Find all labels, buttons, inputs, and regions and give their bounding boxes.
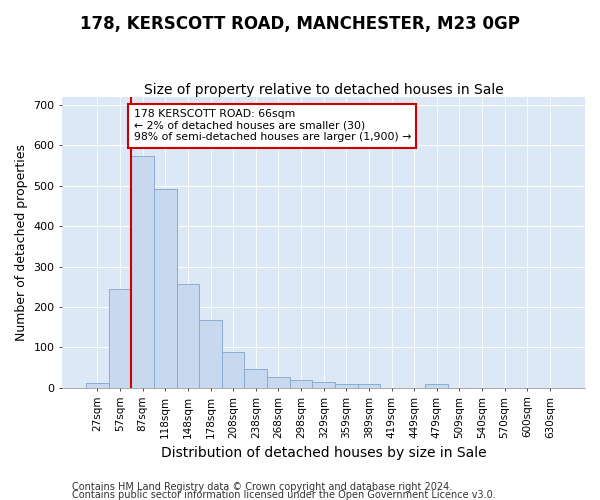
- X-axis label: Distribution of detached houses by size in Sale: Distribution of detached houses by size …: [161, 446, 487, 460]
- Bar: [358, 384, 380, 388]
- Bar: [199, 320, 222, 388]
- Bar: [86, 383, 109, 388]
- Text: 178 KERSCOTT ROAD: 66sqm
← 2% of detached houses are smaller (30)
98% of semi-de: 178 KERSCOTT ROAD: 66sqm ← 2% of detache…: [134, 109, 411, 142]
- Bar: [267, 377, 290, 388]
- Bar: [290, 380, 313, 388]
- Bar: [109, 289, 131, 388]
- Bar: [244, 369, 267, 388]
- Text: 178, KERSCOTT ROAD, MANCHESTER, M23 0GP: 178, KERSCOTT ROAD, MANCHESTER, M23 0GP: [80, 15, 520, 33]
- Bar: [176, 284, 199, 388]
- Y-axis label: Number of detached properties: Number of detached properties: [15, 144, 28, 341]
- Bar: [335, 384, 358, 388]
- Bar: [131, 156, 154, 388]
- Bar: [154, 188, 176, 388]
- Title: Size of property relative to detached houses in Sale: Size of property relative to detached ho…: [144, 83, 503, 97]
- Text: Contains HM Land Registry data © Crown copyright and database right 2024.: Contains HM Land Registry data © Crown c…: [72, 482, 452, 492]
- Text: Contains public sector information licensed under the Open Government Licence v3: Contains public sector information licen…: [72, 490, 496, 500]
- Bar: [313, 382, 335, 388]
- Bar: [425, 384, 448, 388]
- Bar: [222, 352, 244, 388]
